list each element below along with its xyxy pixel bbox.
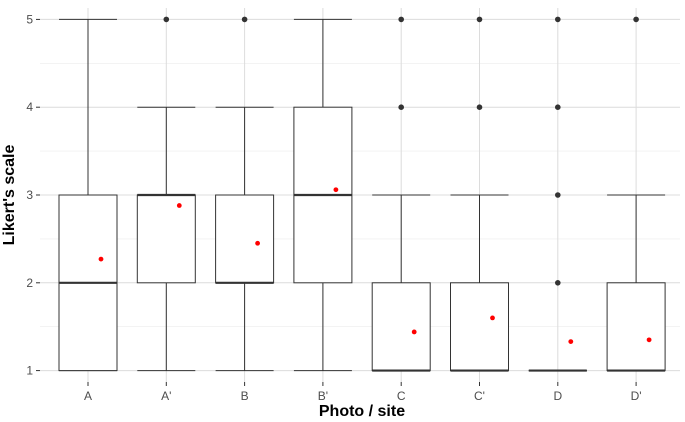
x-tick-label: C — [397, 389, 406, 403]
outlier-point — [476, 16, 483, 23]
y-tick-label: 3 — [26, 188, 33, 202]
outlier-point — [555, 16, 561, 23]
outlier-point — [555, 279, 561, 286]
y-axis-ticks: 1 2 3 4 5 — [26, 12, 40, 378]
box-D' — [606, 16, 666, 372]
outlier-point — [241, 16, 248, 23]
box-rect — [215, 194, 275, 284]
mean-point — [98, 256, 104, 262]
mean-point — [255, 240, 260, 246]
x-tick-label: D — [553, 389, 562, 403]
boxes — [58, 16, 666, 372]
box-C — [371, 16, 431, 372]
x-tick-label: A — [84, 389, 92, 403]
x-tick-label: B' — [318, 389, 328, 403]
box-rect — [371, 282, 431, 372]
x-tick-label: A' — [161, 389, 171, 403]
box-rect — [450, 282, 509, 372]
mean-point — [568, 339, 574, 345]
outlier-point — [163, 16, 170, 23]
box-A — [58, 18, 118, 372]
mean-point — [333, 187, 339, 193]
mean-point — [490, 315, 495, 321]
outlier-point — [555, 192, 561, 198]
mean-point — [646, 337, 652, 343]
y-tick-label: 2 — [26, 276, 33, 290]
outlier-point — [476, 104, 483, 111]
x-tick-label: D' — [631, 389, 642, 403]
y-axis-title: Likert's scale — [1, 145, 18, 246]
grid — [40, 8, 680, 382]
outlier-point — [398, 16, 405, 23]
mean-point — [176, 203, 182, 208]
box-rect — [606, 282, 666, 372]
y-tick-label: 4 — [26, 100, 33, 114]
box-B — [215, 16, 275, 372]
box-rect — [136, 194, 196, 284]
x-axis-title: Photo / site — [319, 403, 405, 420]
x-tick-label: B — [241, 389, 249, 403]
outlier-point — [633, 16, 639, 23]
outlier-point — [398, 104, 405, 111]
mean-point — [411, 329, 417, 335]
x-axis-ticks: A A' B B' C C' D D' — [84, 382, 642, 403]
x-tick-label: C' — [474, 389, 485, 403]
y-tick-label: 1 — [26, 364, 33, 378]
box-A' — [136, 16, 196, 372]
y-tick-label: 5 — [26, 12, 33, 26]
box-B' — [293, 18, 353, 372]
box-C' — [450, 16, 509, 372]
box-D — [528, 16, 587, 372]
outlier-point — [555, 104, 561, 111]
